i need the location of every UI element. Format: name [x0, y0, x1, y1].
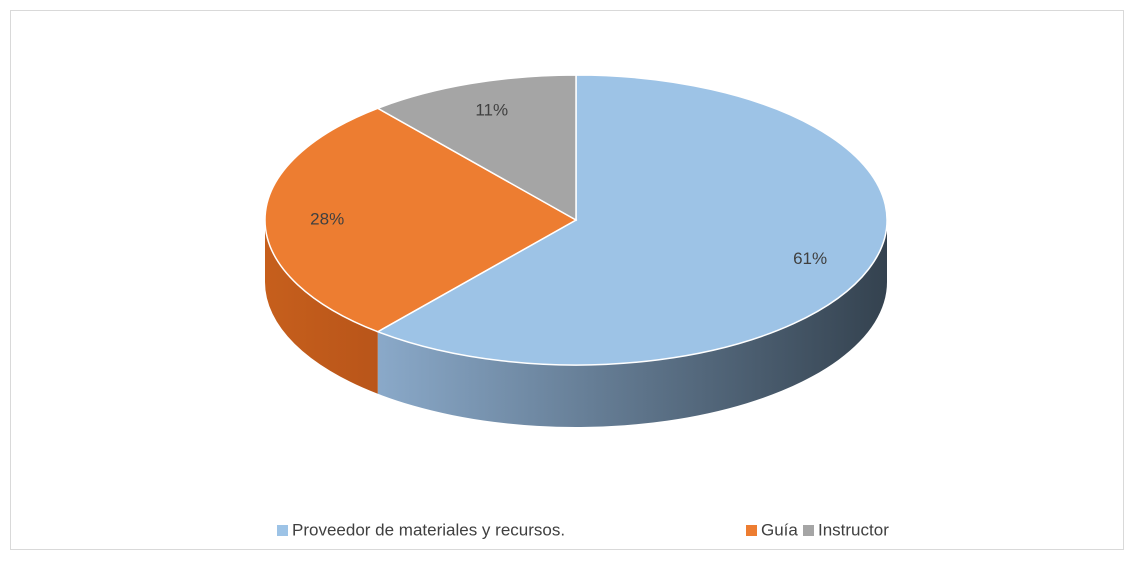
legend-swatch	[803, 525, 814, 536]
legend-swatch	[746, 525, 757, 536]
slice	[376, 74, 577, 222]
slice	[264, 107, 578, 333]
legend-swatch	[277, 525, 288, 536]
legend-label: Instructor	[818, 520, 889, 539]
data-label: 61%	[793, 249, 827, 268]
data-label: 28%	[310, 209, 344, 228]
slice-side	[265, 220, 378, 394]
legend-label: Proveedor de materiales y recursos.	[292, 520, 565, 539]
slice-side	[377, 220, 887, 427]
slice	[376, 74, 888, 366]
data-label: 11%	[475, 100, 508, 119]
legend-label: Guía	[761, 520, 798, 539]
